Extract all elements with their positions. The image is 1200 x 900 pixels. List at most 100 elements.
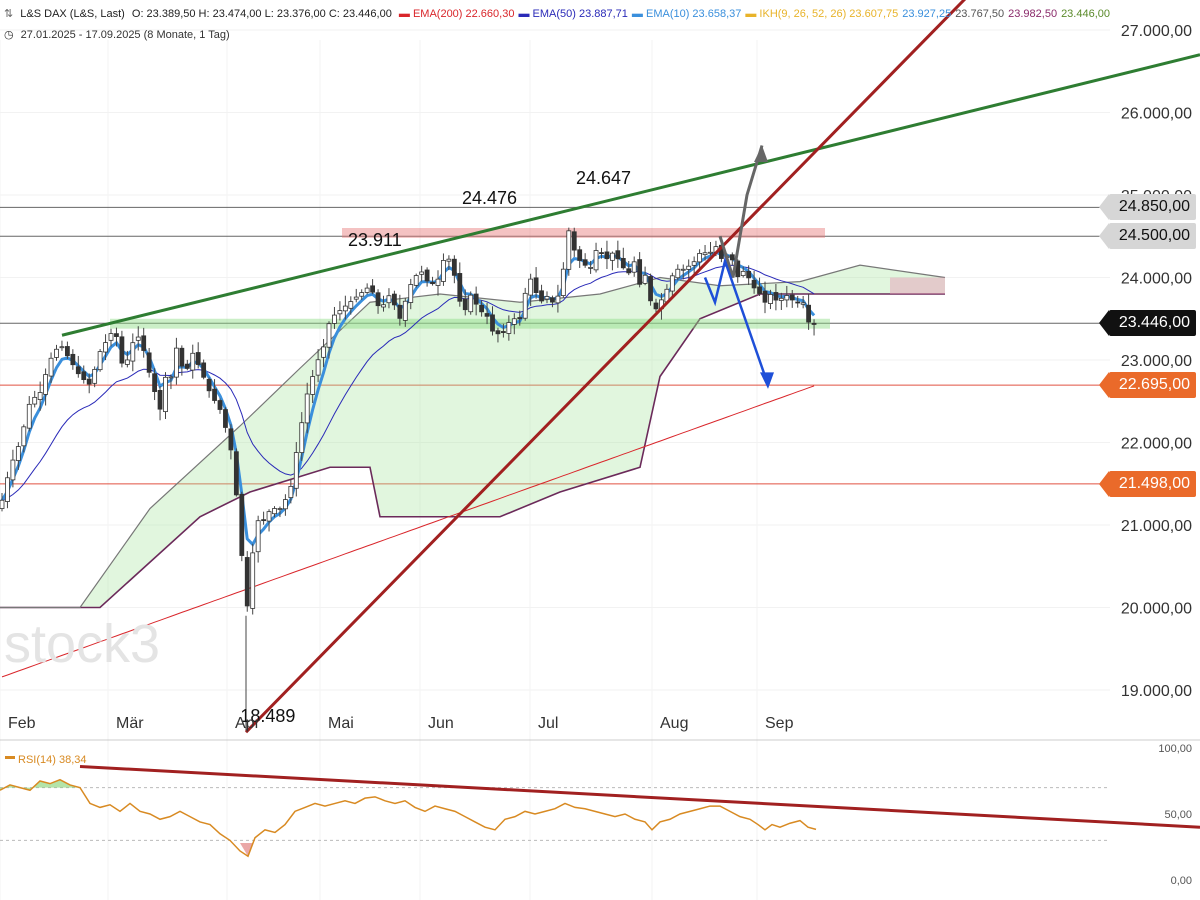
candle-body [648, 276, 653, 302]
candle-body [195, 352, 201, 365]
candle-body [70, 353, 76, 366]
candle-body [746, 270, 752, 279]
candle-body [359, 292, 365, 297]
bear-scenario-arrow [703, 256, 770, 386]
candle-body [97, 351, 103, 371]
candle-body [675, 268, 681, 279]
candle-body [500, 331, 506, 334]
candle-body [92, 369, 98, 384]
candle-body [642, 274, 648, 284]
candle-body [620, 258, 626, 269]
candle-body [539, 290, 544, 302]
candle-body [729, 254, 735, 261]
candle-body [381, 304, 386, 308]
indicator-3: ▬ IKH(9, 26, 52, 26) 23.607,75 [745, 8, 899, 20]
candle-body [326, 323, 332, 348]
candle-body [397, 304, 403, 319]
indicator-legend: ▬ EMA(200) 22.660,30 ▬ EMA(50) 23.887,71 ▬… [399, 8, 1114, 20]
indicator-0: ▬ EMA(200) 22.660,30 [398, 8, 515, 20]
candle-body [424, 269, 430, 282]
x-tick-label: Sep [765, 715, 794, 732]
candle-body [697, 253, 702, 263]
candle-body [419, 271, 425, 275]
candle-body [577, 249, 583, 261]
x-tick-label: Aug [660, 715, 688, 732]
y-tick-label: 21.000,00 [1121, 518, 1192, 535]
candle-body [435, 278, 441, 286]
candle-body [631, 261, 637, 273]
green-trendline [61, 53, 1200, 337]
rsi-tick-label: 0,00 [1171, 875, 1192, 887]
candle-body [353, 296, 359, 300]
rsi-tick-label: 50,00 [1164, 809, 1192, 821]
candle-body [5, 477, 10, 502]
candle-body [173, 347, 179, 378]
candle-body [364, 287, 370, 293]
candle-body [800, 302, 806, 305]
rsi-legend-label: RSI(14) 38,34 [18, 754, 86, 766]
candle-body [26, 403, 32, 429]
candle-body [244, 557, 250, 607]
candle-body [560, 268, 566, 296]
candle-body [255, 520, 261, 553]
candle-body [375, 292, 381, 307]
candle-body [811, 322, 817, 325]
candle-body [550, 297, 555, 303]
candle-body [179, 347, 185, 367]
candle-body [462, 298, 468, 311]
candle-body [391, 293, 397, 306]
rsi-trendline [79, 764, 1200, 829]
candle-body [451, 258, 457, 276]
candle-body [626, 268, 632, 274]
rsi-line [0, 778, 817, 858]
candle-body [228, 428, 234, 451]
candle-body [0, 499, 5, 509]
candle-body [413, 275, 419, 286]
candle-body [168, 376, 174, 379]
y-tick-label: 20.000,00 [1121, 601, 1192, 618]
candle-body [119, 336, 125, 364]
candle-body [740, 270, 746, 277]
ikh-value-0: 23.927,25 [902, 8, 952, 20]
candle-body [386, 295, 392, 304]
candle-body [206, 378, 212, 392]
candle-body [773, 292, 779, 301]
candle-body [446, 258, 452, 262]
y-tick-label: 22.000,00 [1121, 436, 1192, 453]
candle-body [484, 313, 490, 317]
candle-body [751, 279, 757, 289]
chart-header: ⇅ L&S DAX (L&S, Last) O: 23.389,50 H: 23… [4, 7, 1118, 21]
candle-body [588, 266, 593, 269]
candle-body [795, 301, 801, 304]
senkou-span-b [0, 293, 945, 609]
candle-body [441, 260, 446, 282]
ikh-value-3: 23.446,00 [1061, 8, 1110, 20]
candle-body [10, 459, 16, 481]
ema200-line [1, 385, 815, 678]
candle-body [473, 293, 479, 305]
y-tick-label: 23.000,00 [1121, 353, 1192, 370]
time-axis: Feb Mär Apr Mai Jun Jul Aug Sep [8, 715, 794, 732]
candle-body [490, 314, 495, 332]
candle-body [114, 333, 119, 337]
candle-body [65, 346, 70, 357]
y-tick-label: 27.000,00 [1121, 23, 1192, 40]
indicator-2: ▬ EMA(10) 23.658,37 [631, 8, 742, 20]
candle-body [762, 290, 768, 303]
rsi-tick-label: 100,00 [1158, 743, 1192, 755]
candle-body [555, 295, 561, 304]
candle-body [332, 314, 337, 324]
candle-body [233, 451, 239, 496]
price-zones [110, 228, 830, 329]
candle-body [223, 409, 228, 428]
red-trendline [244, 0, 967, 734]
rsi-oversold-fill [240, 843, 253, 857]
candle-body [342, 305, 348, 312]
candle-body [157, 390, 163, 410]
price-tag: 22.695,00 [1098, 372, 1196, 399]
x-tick-label: Mai [328, 715, 354, 732]
candle-body [669, 275, 675, 292]
candle-body [702, 252, 708, 256]
candle-body [250, 552, 256, 609]
